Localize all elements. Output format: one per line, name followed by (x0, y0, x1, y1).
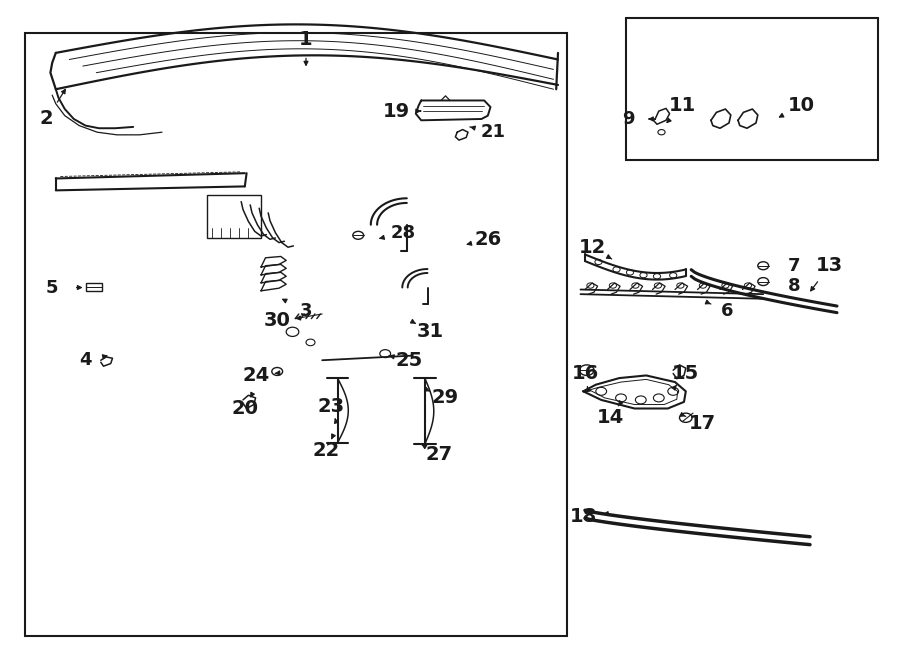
Text: 12: 12 (579, 239, 606, 257)
Text: 21: 21 (481, 123, 506, 141)
Text: 3: 3 (300, 301, 312, 320)
Bar (25, 33, 567, 636)
Text: 9: 9 (622, 110, 634, 128)
Text: 7: 7 (788, 256, 800, 275)
Bar (207, 195, 261, 238)
Text: 27: 27 (426, 446, 453, 464)
Text: 22: 22 (312, 442, 339, 460)
Text: 26: 26 (474, 230, 501, 249)
Text: 15: 15 (672, 364, 699, 383)
Text: 5: 5 (46, 278, 58, 297)
Bar (626, 18, 878, 160)
Text: 16: 16 (572, 364, 598, 383)
Text: 24: 24 (243, 366, 270, 385)
Text: 19: 19 (382, 102, 410, 120)
Text: 8: 8 (788, 276, 800, 295)
Text: 14: 14 (597, 408, 624, 427)
Text: 17: 17 (688, 414, 716, 432)
Bar (86, 283, 102, 291)
Text: 31: 31 (417, 323, 444, 341)
Text: 11: 11 (669, 97, 696, 115)
Text: 29: 29 (432, 389, 459, 407)
Text: 30: 30 (264, 311, 291, 330)
Text: 25: 25 (396, 351, 423, 369)
Text: 20: 20 (231, 399, 258, 418)
Text: 4: 4 (79, 351, 92, 369)
Text: 10: 10 (788, 97, 814, 115)
Text: 1: 1 (299, 30, 313, 49)
Text: 2: 2 (40, 110, 54, 128)
Text: 6: 6 (721, 301, 734, 320)
Text: 13: 13 (816, 256, 843, 275)
Text: 18: 18 (570, 508, 597, 526)
Text: 23: 23 (318, 397, 345, 416)
Text: 28: 28 (391, 223, 416, 242)
